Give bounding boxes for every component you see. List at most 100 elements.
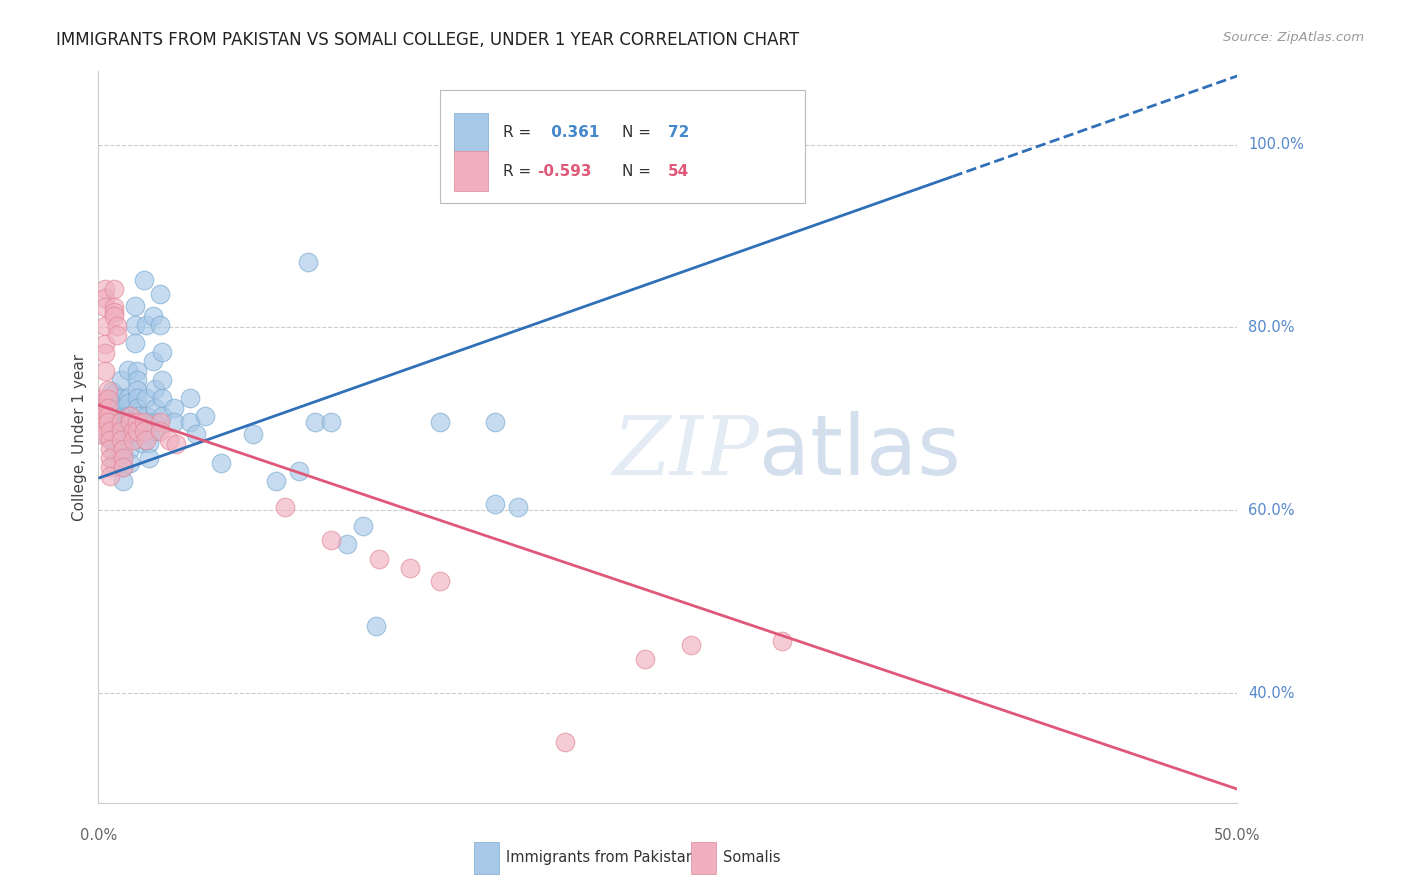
Point bbox=[149, 415, 172, 429]
Point bbox=[352, 518, 374, 533]
Point bbox=[165, 437, 187, 451]
Text: 40.0%: 40.0% bbox=[1249, 686, 1295, 700]
Point bbox=[112, 442, 135, 456]
Point bbox=[110, 433, 132, 447]
Point bbox=[91, 415, 114, 429]
Point bbox=[264, 474, 287, 488]
Text: 54: 54 bbox=[668, 164, 689, 178]
Point bbox=[96, 383, 118, 397]
Point bbox=[94, 336, 117, 351]
Point bbox=[150, 373, 173, 387]
FancyBboxPatch shape bbox=[440, 90, 804, 203]
Point bbox=[90, 409, 112, 424]
Point bbox=[319, 415, 342, 429]
Point bbox=[150, 409, 173, 423]
Text: IMMIGRANTS FROM PAKISTAN VS SOMALI COLLEGE, UNDER 1 YEAR CORRELATION CHART: IMMIGRANTS FROM PAKISTAN VS SOMALI COLLE… bbox=[56, 31, 800, 49]
Point bbox=[124, 299, 146, 313]
Point bbox=[429, 415, 451, 429]
Point bbox=[110, 409, 132, 424]
Point bbox=[94, 282, 117, 296]
FancyBboxPatch shape bbox=[474, 841, 499, 874]
Point bbox=[770, 634, 793, 648]
Text: 100.0%: 100.0% bbox=[1249, 137, 1305, 152]
Point bbox=[110, 391, 132, 405]
Point bbox=[274, 500, 297, 515]
Text: Somalis: Somalis bbox=[723, 850, 780, 865]
Point bbox=[162, 415, 184, 429]
Point bbox=[117, 391, 139, 405]
Point bbox=[157, 433, 180, 447]
Point bbox=[98, 469, 121, 483]
Point bbox=[194, 409, 217, 423]
Point bbox=[288, 464, 311, 478]
Text: 72: 72 bbox=[668, 125, 689, 140]
Point bbox=[91, 419, 114, 434]
Point bbox=[91, 428, 114, 442]
Point bbox=[90, 405, 112, 419]
Y-axis label: College, Under 1 year: College, Under 1 year bbox=[72, 353, 87, 521]
Point bbox=[145, 401, 167, 415]
Point bbox=[110, 445, 132, 459]
Point bbox=[112, 460, 135, 475]
Point bbox=[132, 415, 155, 429]
Point bbox=[94, 364, 117, 378]
Point bbox=[101, 384, 124, 399]
Point bbox=[138, 451, 160, 466]
FancyBboxPatch shape bbox=[454, 151, 488, 192]
Point bbox=[112, 474, 135, 488]
Point bbox=[150, 391, 173, 405]
Point bbox=[138, 427, 160, 442]
Point bbox=[90, 396, 112, 410]
Point bbox=[96, 428, 118, 442]
Point bbox=[127, 373, 149, 387]
Point bbox=[127, 391, 149, 405]
Point bbox=[94, 393, 117, 408]
Point bbox=[124, 335, 146, 350]
Text: 0.0%: 0.0% bbox=[80, 828, 117, 843]
Point bbox=[121, 433, 143, 447]
Point bbox=[124, 318, 146, 332]
Point bbox=[127, 415, 149, 429]
Text: Source: ZipAtlas.com: Source: ZipAtlas.com bbox=[1223, 31, 1364, 45]
Point bbox=[634, 652, 657, 666]
Point bbox=[110, 424, 132, 438]
Point bbox=[110, 427, 132, 442]
Point bbox=[90, 412, 112, 426]
Point bbox=[103, 456, 125, 470]
Point bbox=[131, 436, 153, 450]
Point bbox=[120, 409, 142, 423]
Point bbox=[145, 382, 167, 396]
Text: -0.593: -0.593 bbox=[537, 164, 592, 178]
Point bbox=[120, 427, 142, 442]
Text: 50.0%: 50.0% bbox=[1213, 828, 1261, 843]
Point bbox=[110, 373, 132, 387]
Point bbox=[149, 424, 172, 438]
Point bbox=[132, 273, 155, 287]
Point bbox=[484, 415, 506, 429]
Point bbox=[138, 415, 160, 429]
Point bbox=[127, 364, 149, 378]
Point bbox=[145, 415, 167, 429]
Text: 60.0%: 60.0% bbox=[1249, 503, 1295, 517]
Point bbox=[94, 423, 117, 437]
Point bbox=[127, 424, 149, 438]
Point bbox=[98, 433, 121, 447]
Point bbox=[101, 409, 124, 423]
Point bbox=[654, 171, 676, 186]
Point bbox=[96, 401, 118, 415]
Point bbox=[135, 318, 157, 332]
Point bbox=[120, 415, 142, 429]
Point bbox=[128, 415, 150, 429]
Point bbox=[554, 734, 576, 748]
Point bbox=[319, 533, 342, 548]
Point bbox=[110, 415, 132, 429]
Point bbox=[103, 387, 125, 401]
Point bbox=[112, 460, 135, 475]
Point bbox=[366, 619, 388, 633]
Point bbox=[90, 421, 112, 435]
Point bbox=[127, 401, 149, 415]
Point bbox=[142, 354, 165, 368]
Point bbox=[110, 401, 132, 415]
FancyBboxPatch shape bbox=[690, 841, 716, 874]
Point bbox=[127, 383, 149, 397]
